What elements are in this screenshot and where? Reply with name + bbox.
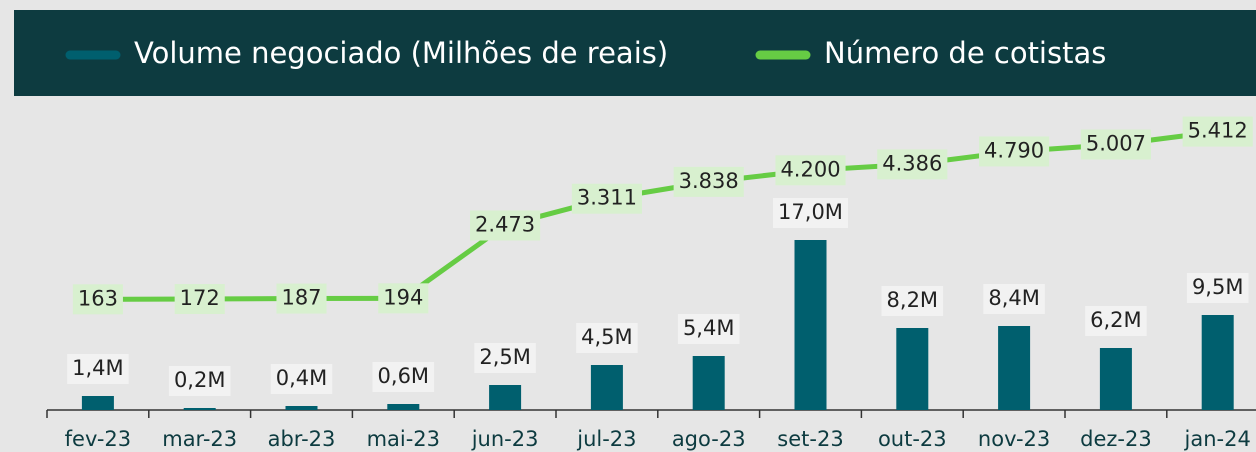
data-label: 2,5M xyxy=(479,345,531,369)
label-box xyxy=(72,284,123,315)
line xyxy=(97,129,1219,302)
data-label: 0,4M xyxy=(276,366,328,390)
x-tick-label: nov-23 xyxy=(978,427,1050,451)
label-box xyxy=(168,366,231,396)
x-tick-label: abr-23 xyxy=(268,427,336,451)
data-label: 187 xyxy=(281,286,321,310)
label-box xyxy=(571,183,642,214)
bar xyxy=(285,406,318,410)
data-label: 0,6M xyxy=(378,364,430,388)
x-tick-label: mar-23 xyxy=(162,427,237,451)
bar xyxy=(896,328,929,410)
label-box xyxy=(1186,273,1249,303)
label-box xyxy=(270,364,333,394)
label-box xyxy=(174,284,225,315)
x-tick-label: dez-23 xyxy=(1080,427,1152,451)
data-label: 0,2M xyxy=(174,368,226,392)
bar xyxy=(998,326,1031,410)
data-label: 8,2M xyxy=(887,288,939,312)
bar xyxy=(183,408,216,410)
bar xyxy=(1201,315,1234,410)
label-box xyxy=(276,283,327,314)
data-label: 6,2M xyxy=(1090,308,1142,332)
data-label: 5.007 xyxy=(1086,132,1146,156)
x-tick-label: ago-23 xyxy=(672,427,746,451)
label-box xyxy=(881,286,944,316)
x-tick-label: jun-23 xyxy=(471,427,539,451)
x-tick-label: out-23 xyxy=(878,427,947,451)
data-label: 194 xyxy=(383,285,423,309)
legend-label: Volume negociado (Milhões de reais) xyxy=(134,36,668,70)
data-label: 4.200 xyxy=(780,157,840,181)
data-label: 4.790 xyxy=(984,138,1044,162)
x-tick-label: jul-23 xyxy=(576,427,636,451)
label-box xyxy=(979,136,1050,167)
data-label: 172 xyxy=(180,286,220,310)
data-label: 5,4M xyxy=(683,316,735,340)
data-label: 3.311 xyxy=(577,186,637,210)
bar xyxy=(590,365,623,410)
data-label: 1,4M xyxy=(72,356,124,380)
label-box xyxy=(773,198,848,228)
data-label: 4.386 xyxy=(882,151,942,175)
data-label: 5.412 xyxy=(1188,119,1248,143)
label-box xyxy=(474,343,536,373)
bar xyxy=(1099,348,1132,410)
label-box xyxy=(1085,306,1147,336)
bar xyxy=(387,404,420,410)
label-box xyxy=(67,354,129,384)
label-box xyxy=(470,210,541,241)
label-box xyxy=(983,284,1045,314)
bar xyxy=(794,240,827,410)
legend-label: Número de cotistas xyxy=(824,36,1106,70)
bar xyxy=(81,396,114,410)
data-label: 17,0M xyxy=(778,200,843,224)
label-box xyxy=(673,166,744,197)
x-tick-label: mai-23 xyxy=(367,427,440,451)
data-label: 8,4M xyxy=(988,286,1040,310)
label-box xyxy=(1080,129,1151,160)
label-box xyxy=(775,155,846,186)
x-tick-label: jan-24 xyxy=(1184,427,1251,451)
x-tick-label: set-23 xyxy=(777,427,843,451)
data-label: 4,5M xyxy=(581,325,633,349)
label-box xyxy=(1182,116,1253,147)
label-box xyxy=(677,314,740,344)
bar xyxy=(489,385,522,410)
data-label: 2.473 xyxy=(475,213,535,237)
data-label: 9,5M xyxy=(1192,275,1244,299)
label-box xyxy=(877,149,948,180)
bar xyxy=(692,356,725,410)
data-label: 163 xyxy=(78,286,118,310)
data-label: 3.838 xyxy=(679,169,739,193)
label-box xyxy=(372,362,435,392)
legend-panel xyxy=(14,10,1256,96)
label-box xyxy=(378,283,429,314)
label-box xyxy=(576,323,638,353)
x-tick-label: fev-23 xyxy=(65,427,131,451)
